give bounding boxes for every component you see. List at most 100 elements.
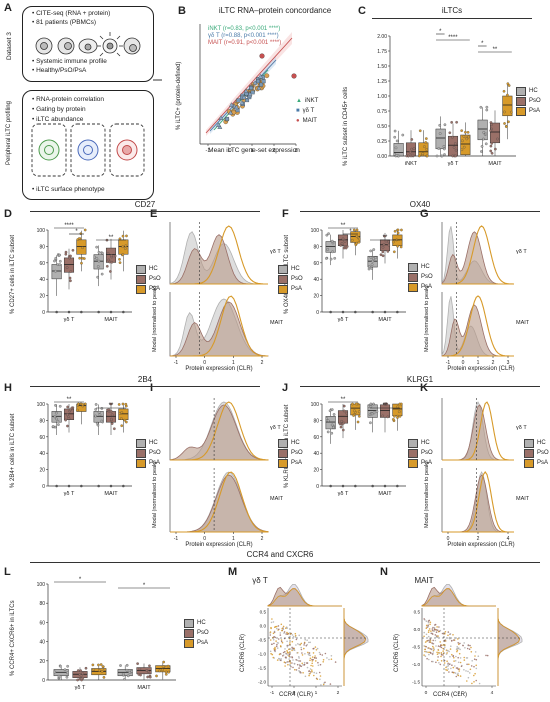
cell-point [307,651,309,654]
data-point [164,670,168,674]
box [447,135,459,157]
box [76,239,87,255]
panel-label-j: J [282,382,289,394]
data-point [158,669,161,673]
cell-point [313,656,316,659]
sig-stars: * [439,29,442,35]
cell-point [296,652,298,654]
cell-point [447,665,450,667]
panel-j-box: 0 20 40 60 80 100 γδ T MAIT ** ** [311,397,406,497]
cell-point [315,672,318,674]
data-point [81,246,84,250]
cell-point [301,652,303,654]
zero-point [383,310,387,314]
data-point [367,267,371,271]
side-label-dataset: Dataset 3 [6,32,13,60]
cell-point [315,649,318,651]
panel-f-legend: HC PsO PsA [408,262,433,292]
cell-point [308,654,310,656]
sig-stars: ** [341,397,346,403]
cell-point [473,665,475,668]
cell-point [306,643,308,646]
y-tick-label: 20 [313,294,319,300]
data-point [382,242,386,246]
rule-ox40 [300,211,540,212]
zero-point [97,484,100,488]
panel-l-box: 0 20 40 60 80 100 γδ T MAIT * * [37,577,176,691]
cell-point [425,627,428,629]
data-point [58,259,62,263]
cell-point [308,674,310,677]
cell-point [473,681,475,683]
cell-point [438,662,440,664]
data-point [95,421,99,425]
section-cd27: CD27 [134,200,156,209]
panel-e-ylabel: Modal (normalised to peak) [152,285,158,352]
data-point [69,254,72,258]
y-tick-label: 1.00 [377,94,387,100]
cell-point [431,628,434,630]
cell-point [441,632,444,635]
y-tick-label: 0 [42,678,45,684]
group-label: γδ T [448,161,459,167]
box1-line4: • Healthy/PsO/PsA [32,67,87,74]
data-point [76,402,80,406]
data-point [341,237,345,241]
cell-point [459,642,461,645]
y-tick-label: 40 [39,277,45,283]
density-curve [169,404,269,461]
density-curve [442,295,514,357]
data-point [325,257,328,260]
data-point [411,153,415,157]
data-point [78,256,82,260]
cell-point [458,652,461,655]
data-point [96,275,100,279]
data-point [326,430,330,434]
cell-point [428,629,430,632]
y-tick-label: 0 [316,484,319,490]
cell-point [425,620,428,622]
data-point [75,408,79,412]
data-point [396,231,400,235]
cell-point [309,671,312,673]
section-klrg1: KLRG1 [406,375,434,384]
cell-point [285,633,287,635]
panel-h-legend: HC PsO PsA [136,438,161,468]
data-point [329,257,333,261]
density-curve [170,471,269,533]
cell-point [428,619,431,622]
data-point [460,129,463,133]
cell-point [334,661,337,663]
data-point [485,108,489,112]
zero-point [109,484,113,488]
cell-point [297,643,299,645]
x-tick-label: -1 [174,360,179,366]
data-point [454,148,458,152]
cell-point [284,656,287,659]
data-point [387,243,391,247]
panel-l-legend: HC PsO PsA [184,618,209,648]
data-point [437,147,441,150]
cell-point [431,633,434,635]
cell-point [434,634,437,636]
cell-point [438,651,440,654]
data-point [120,424,124,428]
box [435,128,446,150]
data-point [393,414,396,418]
cell-point [443,658,445,661]
data-point [69,408,72,412]
cell-point [434,623,437,626]
row-label: γδ T [516,425,527,431]
cell-point [276,647,279,649]
cell-point [273,631,276,633]
cell-point [453,639,455,641]
data-point [490,123,493,127]
data-point [97,663,100,667]
cell-point [466,680,468,682]
data-point [352,228,356,232]
data-point [328,409,332,413]
cell-point [462,644,464,647]
data-point [343,239,347,243]
data-point [494,147,497,151]
cell-point [277,638,280,640]
